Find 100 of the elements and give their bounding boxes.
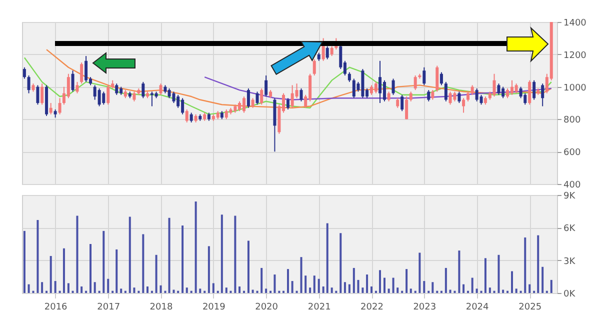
bar: [313, 276, 316, 293]
bar: [274, 274, 276, 293]
bar: [116, 249, 118, 293]
bar: [225, 288, 228, 293]
y-tick-label: 800: [564, 116, 581, 126]
bar: [344, 282, 346, 293]
bar: [410, 288, 412, 293]
candlestick: [106, 84, 110, 106]
candlestick: [524, 92, 527, 106]
x-tick-label: 2018: [150, 302, 173, 312]
candlestick: [224, 108, 228, 120]
candlestick: [251, 98, 254, 108]
candlestick: [27, 74, 30, 94]
candlestick: [84, 56, 88, 82]
candlestick: [242, 96, 246, 114]
bar: [102, 230, 105, 293]
bar: [392, 278, 394, 293]
bar: [146, 286, 148, 293]
bar: [542, 266, 544, 293]
candlestick: [286, 98, 290, 110]
bar: [36, 220, 39, 293]
bar: [128, 216, 131, 293]
bar: [186, 288, 188, 293]
bar: [366, 274, 368, 293]
candlestick: [22, 66, 26, 80]
bar: [199, 288, 202, 293]
y-tick-label: 0K: [564, 290, 576, 300]
candlestick: [392, 78, 395, 96]
bar: [142, 234, 144, 293]
candlestick: [444, 81, 448, 102]
candlestick: [528, 80, 532, 106]
candlestick: [378, 60, 382, 104]
x-tick-label: 2024: [466, 302, 490, 312]
bar: [76, 216, 78, 293]
candlestick: [541, 83, 544, 107]
candlestick: [326, 46, 329, 60]
candlestick: [159, 83, 162, 96]
bar: [388, 288, 390, 293]
x-tick-label: 2023: [413, 302, 436, 312]
candlestick: [514, 83, 518, 94]
bar: [330, 288, 333, 293]
bar: [528, 284, 531, 293]
bar: [370, 286, 373, 293]
bar: [340, 233, 342, 293]
x-tick-label: 2019: [202, 302, 226, 312]
candlestick: [532, 80, 536, 100]
candlestick: [480, 94, 483, 106]
candlestick: [300, 88, 303, 102]
bar: [348, 284, 350, 293]
candlestick: [168, 88, 171, 99]
candlestick: [58, 98, 62, 115]
bar: [515, 288, 518, 293]
candlestick: [330, 46, 334, 57]
x-tick-label: 2021: [308, 302, 331, 312]
candlestick: [422, 66, 426, 86]
bar: [462, 284, 465, 293]
candlestick: [374, 81, 378, 94]
candlestick: [348, 72, 351, 82]
bar: [67, 283, 70, 293]
bar: [120, 288, 122, 293]
bar: [300, 257, 302, 293]
bar: [41, 282, 44, 293]
bar: [449, 290, 452, 293]
candlestick: [185, 108, 188, 123]
bar: [238, 286, 241, 293]
candlestick: [440, 72, 443, 86]
bar: [133, 288, 136, 293]
bar: [476, 288, 478, 293]
bar: [212, 283, 214, 293]
bar: [286, 269, 289, 293]
bar: [304, 276, 307, 293]
candlestick: [370, 84, 374, 96]
candlestick: [98, 88, 101, 107]
bar: [168, 218, 170, 293]
x-tick-label: 2025: [518, 302, 542, 312]
y-tick-label: 3K: [564, 256, 576, 267]
bar: [352, 268, 355, 293]
bar: [362, 288, 364, 293]
y-tick-label: 1000: [564, 83, 587, 94]
bar: [357, 280, 360, 293]
bar: [498, 254, 500, 293]
candlestick: [506, 88, 510, 99]
candlestick: [132, 91, 136, 102]
bar: [383, 278, 386, 293]
candlestick: [352, 78, 356, 99]
line-series: [46, 48, 552, 108]
bar: [524, 237, 526, 293]
bar: [326, 223, 328, 293]
bar: [550, 280, 552, 293]
candlestick: [431, 90, 434, 100]
bar: [432, 282, 434, 293]
x-tick-label: 2016: [44, 302, 68, 312]
bar: [444, 268, 447, 293]
candlestick: [387, 91, 390, 102]
candlestick: [264, 74, 268, 98]
candlestick: [172, 91, 176, 104]
bar: [537, 235, 540, 293]
y-tick-label: 1400: [564, 18, 587, 28]
candlestick: [492, 73, 496, 98]
bar: [458, 250, 460, 293]
